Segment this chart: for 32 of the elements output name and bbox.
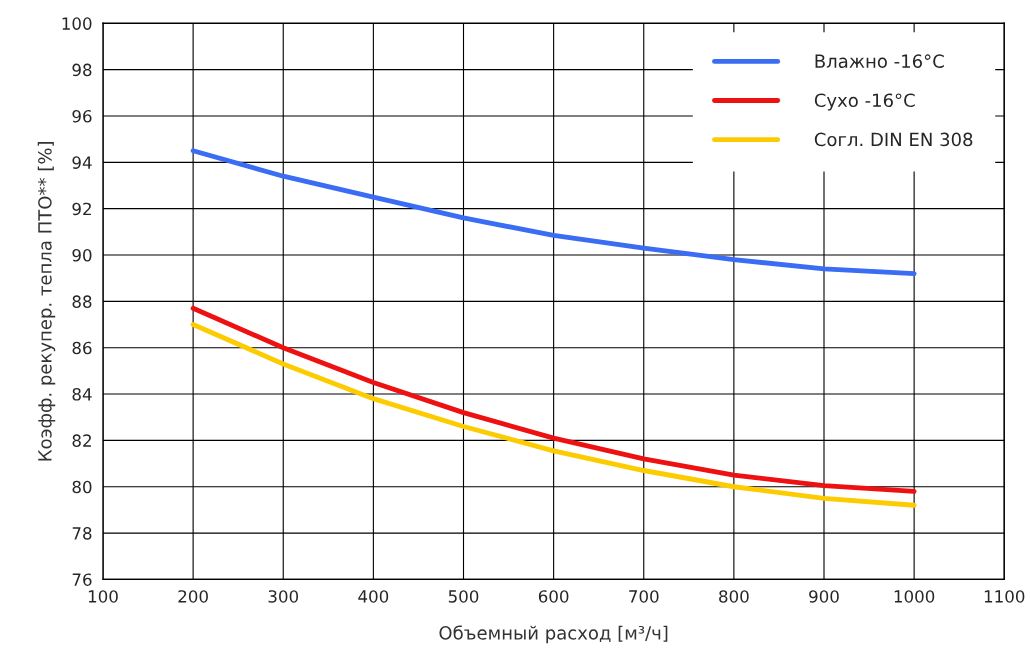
line-series xyxy=(190,322,917,508)
y-tick-label: 88 xyxy=(72,295,92,308)
line-series xyxy=(190,305,917,494)
x-tick-label: 1000 xyxy=(894,590,935,603)
x-tick-label: 100 xyxy=(88,590,118,603)
y-axis-title: Коэфф. рекупер. тепла ПТО** [%] xyxy=(37,142,56,461)
legend-label: Согл. DIN EN 308 xyxy=(814,132,973,147)
x-tick-label: 700 xyxy=(629,590,659,603)
x-tick-label: 1100 xyxy=(984,590,1025,603)
legend-label: Влажно -16°C xyxy=(815,54,944,68)
legend-label: Сухо -16°C xyxy=(814,93,915,111)
y-tick-label: 86 xyxy=(72,341,92,355)
x-axis-title: Объемный расход [м³/ч] xyxy=(439,625,668,644)
y-tick-label: 100 xyxy=(62,17,92,30)
y-tick-label: 92 xyxy=(72,202,91,216)
y-tick-label: 84 xyxy=(72,388,92,401)
y-tick-label: 98 xyxy=(72,63,92,77)
y-tick-label: 94 xyxy=(72,156,92,169)
y-tick-label: 76 xyxy=(72,573,92,586)
x-tick-label: 500 xyxy=(448,590,479,603)
y-tick-label: 96 xyxy=(72,109,92,123)
line-series xyxy=(190,148,917,276)
x-tick-label: 200 xyxy=(178,590,208,603)
x-tick-label: 400 xyxy=(358,590,389,603)
y-tick-label: 90 xyxy=(72,248,92,262)
y-tick-label: 80 xyxy=(72,480,92,494)
y-tick-label: 82 xyxy=(72,434,91,447)
y-tick-label: 78 xyxy=(72,527,92,540)
x-tick-label: 600 xyxy=(538,590,569,603)
x-tick-label: 900 xyxy=(809,590,839,603)
x-tick-label: 300 xyxy=(268,590,299,603)
x-tick-label: 800 xyxy=(719,590,749,603)
